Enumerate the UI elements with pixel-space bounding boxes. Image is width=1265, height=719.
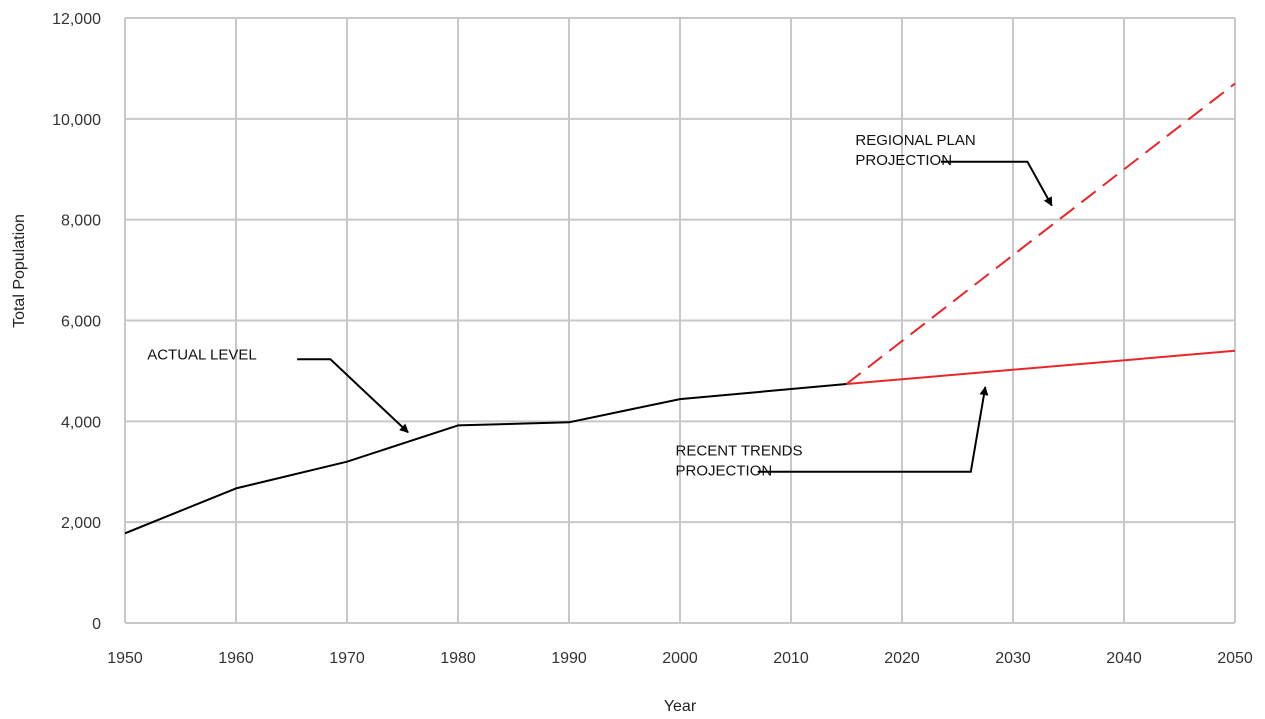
series-layer bbox=[124, 82, 1236, 535]
x-tick-label: 2020 bbox=[884, 650, 920, 667]
x-tick-label: 2010 bbox=[773, 650, 809, 667]
y-tick-label: 12,000 bbox=[52, 11, 101, 28]
tick-labels: 1950 1960 1970 1980 1990 2000 2010 2020 2030 2040… bbox=[52, 11, 1253, 667]
x-tick-label: 1990 bbox=[551, 650, 587, 667]
x-tick-label: 1950 bbox=[107, 650, 143, 667]
y-tick-label: 4,000 bbox=[61, 414, 101, 431]
annotation-arrow bbox=[297, 358, 409, 434]
y-tick-label: 6,000 bbox=[61, 314, 101, 331]
y-tick-label: 10,000 bbox=[52, 112, 101, 129]
x-tick-label: 2000 bbox=[662, 650, 698, 667]
x-tick-label: 1970 bbox=[329, 650, 365, 667]
y-tick-label: 0 bbox=[92, 616, 101, 633]
annotation-text: RECENT TRENDS bbox=[676, 443, 803, 460]
x-tick-label: 2030 bbox=[995, 650, 1031, 667]
annotation-text: PROJECTION bbox=[676, 463, 773, 480]
x-tick-label: 2040 bbox=[1106, 650, 1142, 667]
annotation-arrow bbox=[940, 160, 1053, 207]
annotation-regional: REGIONAL PLAN PROJECTION bbox=[855, 132, 1053, 207]
y-axis-title: Total Population bbox=[11, 214, 28, 328]
series-line-recent-trends-projection bbox=[846, 349, 1236, 385]
annotation-text: REGIONAL PLAN bbox=[855, 132, 975, 149]
y-tick-label: 8,000 bbox=[61, 213, 101, 230]
annotation-actual: ACTUAL LEVEL bbox=[147, 346, 409, 434]
series-line-regional-plan-projection bbox=[845, 82, 1236, 385]
x-axis-title: Year bbox=[664, 698, 697, 715]
annotation-arrow bbox=[757, 386, 989, 473]
grid bbox=[124, 17, 1236, 624]
annotation-trends: RECENT TRENDS PROJECTION bbox=[676, 386, 989, 480]
x-tick-label: 1980 bbox=[440, 650, 476, 667]
y-tick-label: 2,000 bbox=[61, 515, 101, 532]
x-tick-label: 2050 bbox=[1217, 650, 1253, 667]
annotation-text: PROJECTION bbox=[855, 152, 952, 169]
series-line-actual-level bbox=[124, 383, 847, 535]
x-tick-label: 1960 bbox=[218, 650, 254, 667]
annotation-text: ACTUAL LEVEL bbox=[147, 346, 257, 363]
